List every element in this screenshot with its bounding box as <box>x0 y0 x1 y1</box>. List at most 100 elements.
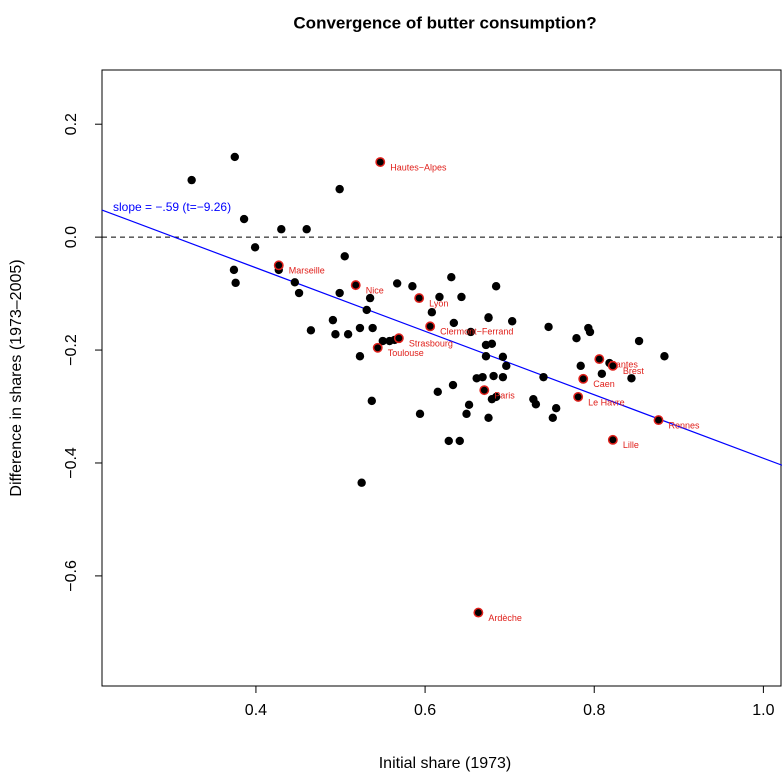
point-label: Toulouse <box>388 348 424 358</box>
point <box>551 404 561 413</box>
point <box>466 327 475 337</box>
point <box>415 409 425 419</box>
point-label: Hautes−Alpes <box>390 162 447 172</box>
point <box>355 323 365 333</box>
point-label: Le Havre <box>588 397 625 407</box>
point <box>302 225 311 234</box>
point <box>362 305 371 315</box>
y-tick-label: 0.0 <box>63 226 80 248</box>
point <box>502 361 511 371</box>
point <box>433 387 442 397</box>
highlighted-point <box>578 373 589 384</box>
annotation: slope = −.59 (t=−9.26) <box>113 200 231 214</box>
highlighted-point <box>479 385 490 396</box>
point <box>343 330 353 339</box>
point <box>365 293 375 303</box>
x-tick-label: 1.0 <box>752 702 774 719</box>
point <box>597 369 607 378</box>
point <box>187 175 196 185</box>
y-tick-label: −0.2 <box>63 334 80 366</box>
highlighted-point <box>473 607 484 618</box>
point <box>231 278 240 288</box>
point <box>331 330 340 339</box>
point <box>444 436 453 446</box>
highlighted-point <box>425 321 436 332</box>
x-axis-label: Initial share (1973) <box>379 755 512 772</box>
point <box>498 352 508 362</box>
point <box>507 317 517 326</box>
point <box>491 282 501 291</box>
point <box>290 278 300 287</box>
highlighted-point <box>375 157 386 167</box>
x-tick-label: 0.4 <box>245 702 267 719</box>
point <box>472 374 481 383</box>
highlighted-point <box>350 280 361 291</box>
highlighted-point <box>607 434 618 445</box>
point <box>328 315 338 325</box>
point <box>239 214 249 224</box>
point <box>448 380 458 390</box>
trend-line <box>101 209 782 466</box>
point-label: Nice <box>366 285 384 295</box>
point <box>378 336 387 346</box>
point <box>464 400 474 410</box>
point <box>229 265 239 275</box>
x-tick-label: 0.8 <box>583 702 605 719</box>
point <box>367 396 377 406</box>
highlighted-point <box>372 342 383 353</box>
point <box>455 436 464 446</box>
y-tick-label: −0.6 <box>63 560 80 592</box>
point-label: Marseille <box>289 266 325 276</box>
highlighted-point <box>393 333 404 344</box>
highlighted-point <box>594 354 605 365</box>
point <box>392 279 402 288</box>
highlighted-point <box>414 293 425 304</box>
point <box>277 225 286 234</box>
point <box>462 409 471 419</box>
point-label: Lille <box>623 440 639 450</box>
point <box>548 413 557 423</box>
point <box>489 371 498 381</box>
point <box>250 243 260 252</box>
point <box>572 333 581 343</box>
point <box>585 327 595 337</box>
point <box>368 323 377 333</box>
point <box>634 336 644 346</box>
x-tick-label: 0.6 <box>414 702 436 719</box>
point-label: Caen <box>593 379 615 389</box>
point-label: Nantes <box>609 359 638 369</box>
chart-title: Convergence of butter consumption? <box>293 13 596 32</box>
plot-frame <box>101 69 782 687</box>
point <box>230 152 239 162</box>
point <box>335 288 344 298</box>
y-tick-label: 0.2 <box>63 113 80 135</box>
point <box>484 413 493 423</box>
point <box>457 292 466 302</box>
point <box>531 400 541 409</box>
point-label: Rennes <box>669 420 701 430</box>
point-label: Ardèche <box>488 613 522 623</box>
point <box>306 326 316 335</box>
point <box>481 352 491 361</box>
highlighted-point <box>573 391 584 402</box>
point <box>484 313 493 323</box>
point <box>487 394 497 404</box>
highlighted-point <box>607 360 618 371</box>
y-tick-label: −0.4 <box>63 447 80 479</box>
y-axis-label: Difference in shares (1973–2005) <box>8 259 25 496</box>
point <box>447 273 456 282</box>
highlighted-point <box>273 260 284 271</box>
point-label: Paris <box>494 391 515 401</box>
point <box>355 352 365 361</box>
point <box>498 372 508 382</box>
point <box>544 322 553 332</box>
point <box>408 282 417 291</box>
point <box>435 292 444 302</box>
point <box>340 252 349 261</box>
point <box>576 361 585 371</box>
point <box>449 318 459 328</box>
point <box>539 372 548 382</box>
highlighted-point <box>653 415 664 426</box>
point <box>660 352 669 361</box>
